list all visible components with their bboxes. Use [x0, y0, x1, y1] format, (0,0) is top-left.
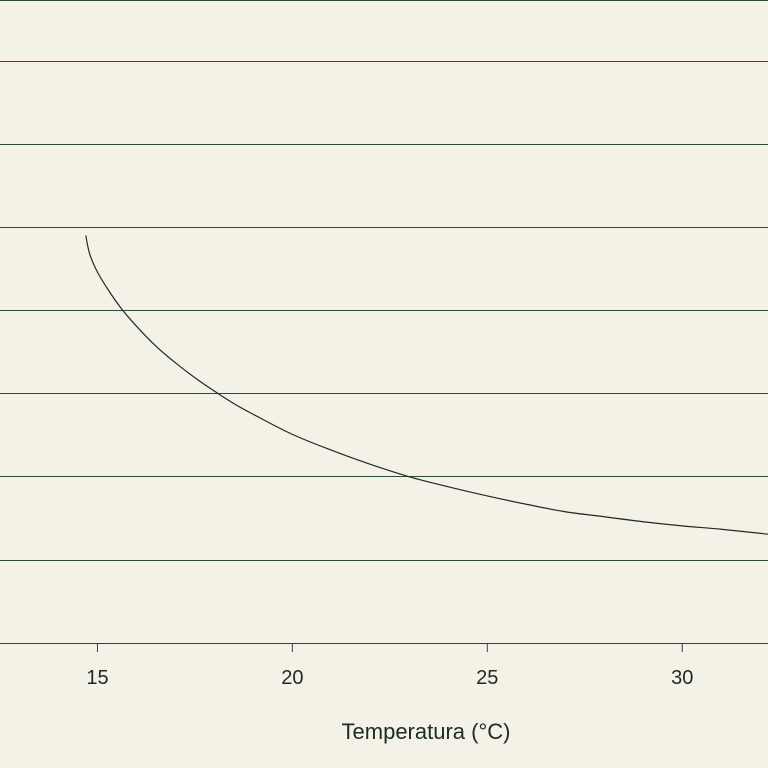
x-tick-label: 30: [671, 667, 693, 689]
x-axis-title: Temperatura (°C): [342, 719, 511, 744]
series-line: [85, 235, 768, 535]
x-tick-label: 15: [86, 667, 108, 689]
grid-lines: [0, 0, 768, 644]
x-tick-label: 20: [281, 667, 303, 689]
x-tick-label: 25: [476, 667, 498, 689]
series-layer: [85, 235, 768, 535]
x-axis: 15 20 25 30: [86, 643, 693, 689]
